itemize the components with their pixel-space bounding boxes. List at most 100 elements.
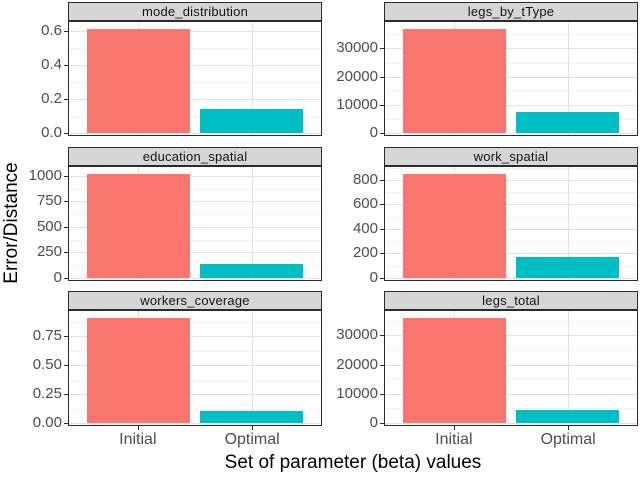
gridline-minor bbox=[385, 408, 637, 410]
gridline-minor bbox=[69, 321, 321, 323]
y-tick-label: 0 bbox=[369, 124, 378, 141]
gridline-major bbox=[69, 30, 321, 32]
x-tick-label: Initial bbox=[119, 431, 157, 448]
y-tick-label: 0 bbox=[369, 414, 378, 431]
y-tick-mark bbox=[64, 394, 68, 396]
y-tick-mark bbox=[64, 423, 68, 424]
y-tick-mark bbox=[64, 252, 68, 254]
y-tick-label: 500 bbox=[36, 217, 62, 235]
gridline-minor bbox=[385, 320, 637, 322]
gridline-major bbox=[385, 228, 637, 230]
gridline-major bbox=[385, 76, 637, 78]
y-tick-label: 20000 bbox=[336, 355, 378, 373]
x-tick-mark bbox=[252, 426, 254, 430]
gridline-minor bbox=[69, 47, 321, 49]
y-tick-mark bbox=[380, 76, 384, 78]
gridline-major bbox=[385, 48, 637, 50]
y-tick-label: 0.50 bbox=[32, 356, 62, 374]
gridline-major bbox=[69, 226, 321, 228]
facet-strip-mode_distribution: mode_distribution bbox=[68, 2, 322, 21]
y-tick-mark bbox=[380, 133, 384, 134]
y-tick-mark bbox=[64, 278, 68, 279]
y-tick-label: 0.25 bbox=[32, 385, 62, 403]
y-tick-mark bbox=[380, 228, 384, 230]
bar-initial bbox=[86, 28, 190, 133]
x-tick-label: Optimal bbox=[540, 431, 596, 448]
gridline-minor bbox=[69, 115, 321, 117]
gridline-major bbox=[385, 335, 637, 337]
facet-strip-work_spatial: work_spatial bbox=[384, 147, 638, 166]
y-tick-label: 10000 bbox=[336, 95, 378, 113]
y-tick-mark bbox=[380, 104, 384, 106]
gridline-major bbox=[385, 393, 637, 395]
x-tick-label: Optimal bbox=[224, 431, 280, 448]
y-tick-mark bbox=[64, 336, 68, 338]
y-tick-label: 200 bbox=[352, 244, 378, 262]
facet-strip-legs_by_tType: legs_by_tType bbox=[384, 2, 638, 21]
bar-initial bbox=[402, 28, 506, 133]
gridline-major bbox=[69, 278, 321, 279]
gridline-minor bbox=[385, 241, 637, 243]
y-tick-label: 1000 bbox=[28, 166, 62, 184]
gridline-minor bbox=[385, 379, 637, 381]
bar-initial bbox=[86, 317, 190, 423]
y-tick-label: 600 bbox=[352, 195, 378, 213]
gridline-major bbox=[69, 365, 321, 367]
y-tick-label: 400 bbox=[352, 219, 378, 237]
y-tick-label: 800 bbox=[352, 170, 378, 188]
y-tick-label: 0.4 bbox=[41, 55, 62, 73]
gridline-minor bbox=[385, 216, 637, 218]
gridline-major bbox=[385, 133, 637, 134]
bar-optimal bbox=[200, 263, 304, 278]
y-tick-label: 0 bbox=[53, 269, 62, 286]
gridline-minor bbox=[69, 214, 321, 216]
bar-initial bbox=[86, 173, 190, 278]
gridline-minor bbox=[69, 408, 321, 410]
gridline-minor bbox=[69, 265, 321, 267]
gridline-major bbox=[385, 204, 637, 206]
facet-panel-legs_total bbox=[384, 310, 638, 426]
gridline-minor bbox=[385, 167, 637, 169]
gridline-major-vertical bbox=[251, 167, 253, 280]
gridline-major bbox=[385, 179, 637, 181]
y-tick-label: 750 bbox=[36, 192, 62, 210]
gridline-major bbox=[69, 394, 321, 396]
y-tick-mark bbox=[64, 30, 68, 32]
gridline-minor bbox=[385, 118, 637, 120]
gridline-major bbox=[69, 98, 321, 100]
gridline-major bbox=[385, 278, 637, 279]
gridline-major bbox=[69, 175, 321, 177]
facet-panel-mode_distribution bbox=[68, 21, 322, 136]
y-tick-mark bbox=[380, 204, 384, 206]
bar-optimal bbox=[516, 257, 620, 278]
y-tick-label: 0.6 bbox=[41, 21, 62, 39]
gridline-major-vertical bbox=[567, 167, 569, 280]
y-tick-label: 0.2 bbox=[41, 89, 62, 107]
gridline-major bbox=[385, 253, 637, 255]
y-tick-label: 0.00 bbox=[32, 414, 62, 431]
gridline-major bbox=[385, 104, 637, 106]
y-tick-mark bbox=[380, 335, 384, 337]
y-tick-mark bbox=[380, 179, 384, 181]
y-tick-label: 0.75 bbox=[32, 327, 62, 345]
gridline-major bbox=[69, 64, 321, 66]
facet-panel-legs_by_tType bbox=[384, 21, 638, 136]
x-tick-mark bbox=[137, 426, 139, 430]
bar-optimal bbox=[200, 109, 304, 133]
gridline-minor bbox=[69, 239, 321, 241]
gridline-major bbox=[69, 336, 321, 338]
y-tick-mark bbox=[380, 48, 384, 50]
gridline-minor bbox=[385, 265, 637, 267]
y-tick-label: 30000 bbox=[336, 39, 378, 57]
y-tick-mark bbox=[64, 98, 68, 100]
facet-panel-education_spatial bbox=[68, 166, 322, 281]
y-tick-label: 0 bbox=[369, 269, 378, 286]
gridline-major bbox=[385, 364, 637, 366]
y-tick-mark bbox=[380, 393, 384, 395]
gridline-major-vertical bbox=[251, 311, 253, 425]
gridline-minor bbox=[385, 62, 637, 64]
y-tick-label: 30000 bbox=[336, 326, 378, 344]
y-tick-label: 0.0 bbox=[41, 124, 62, 141]
y-tick-label: 20000 bbox=[336, 67, 378, 85]
facet-panel-work_spatial bbox=[384, 166, 638, 281]
